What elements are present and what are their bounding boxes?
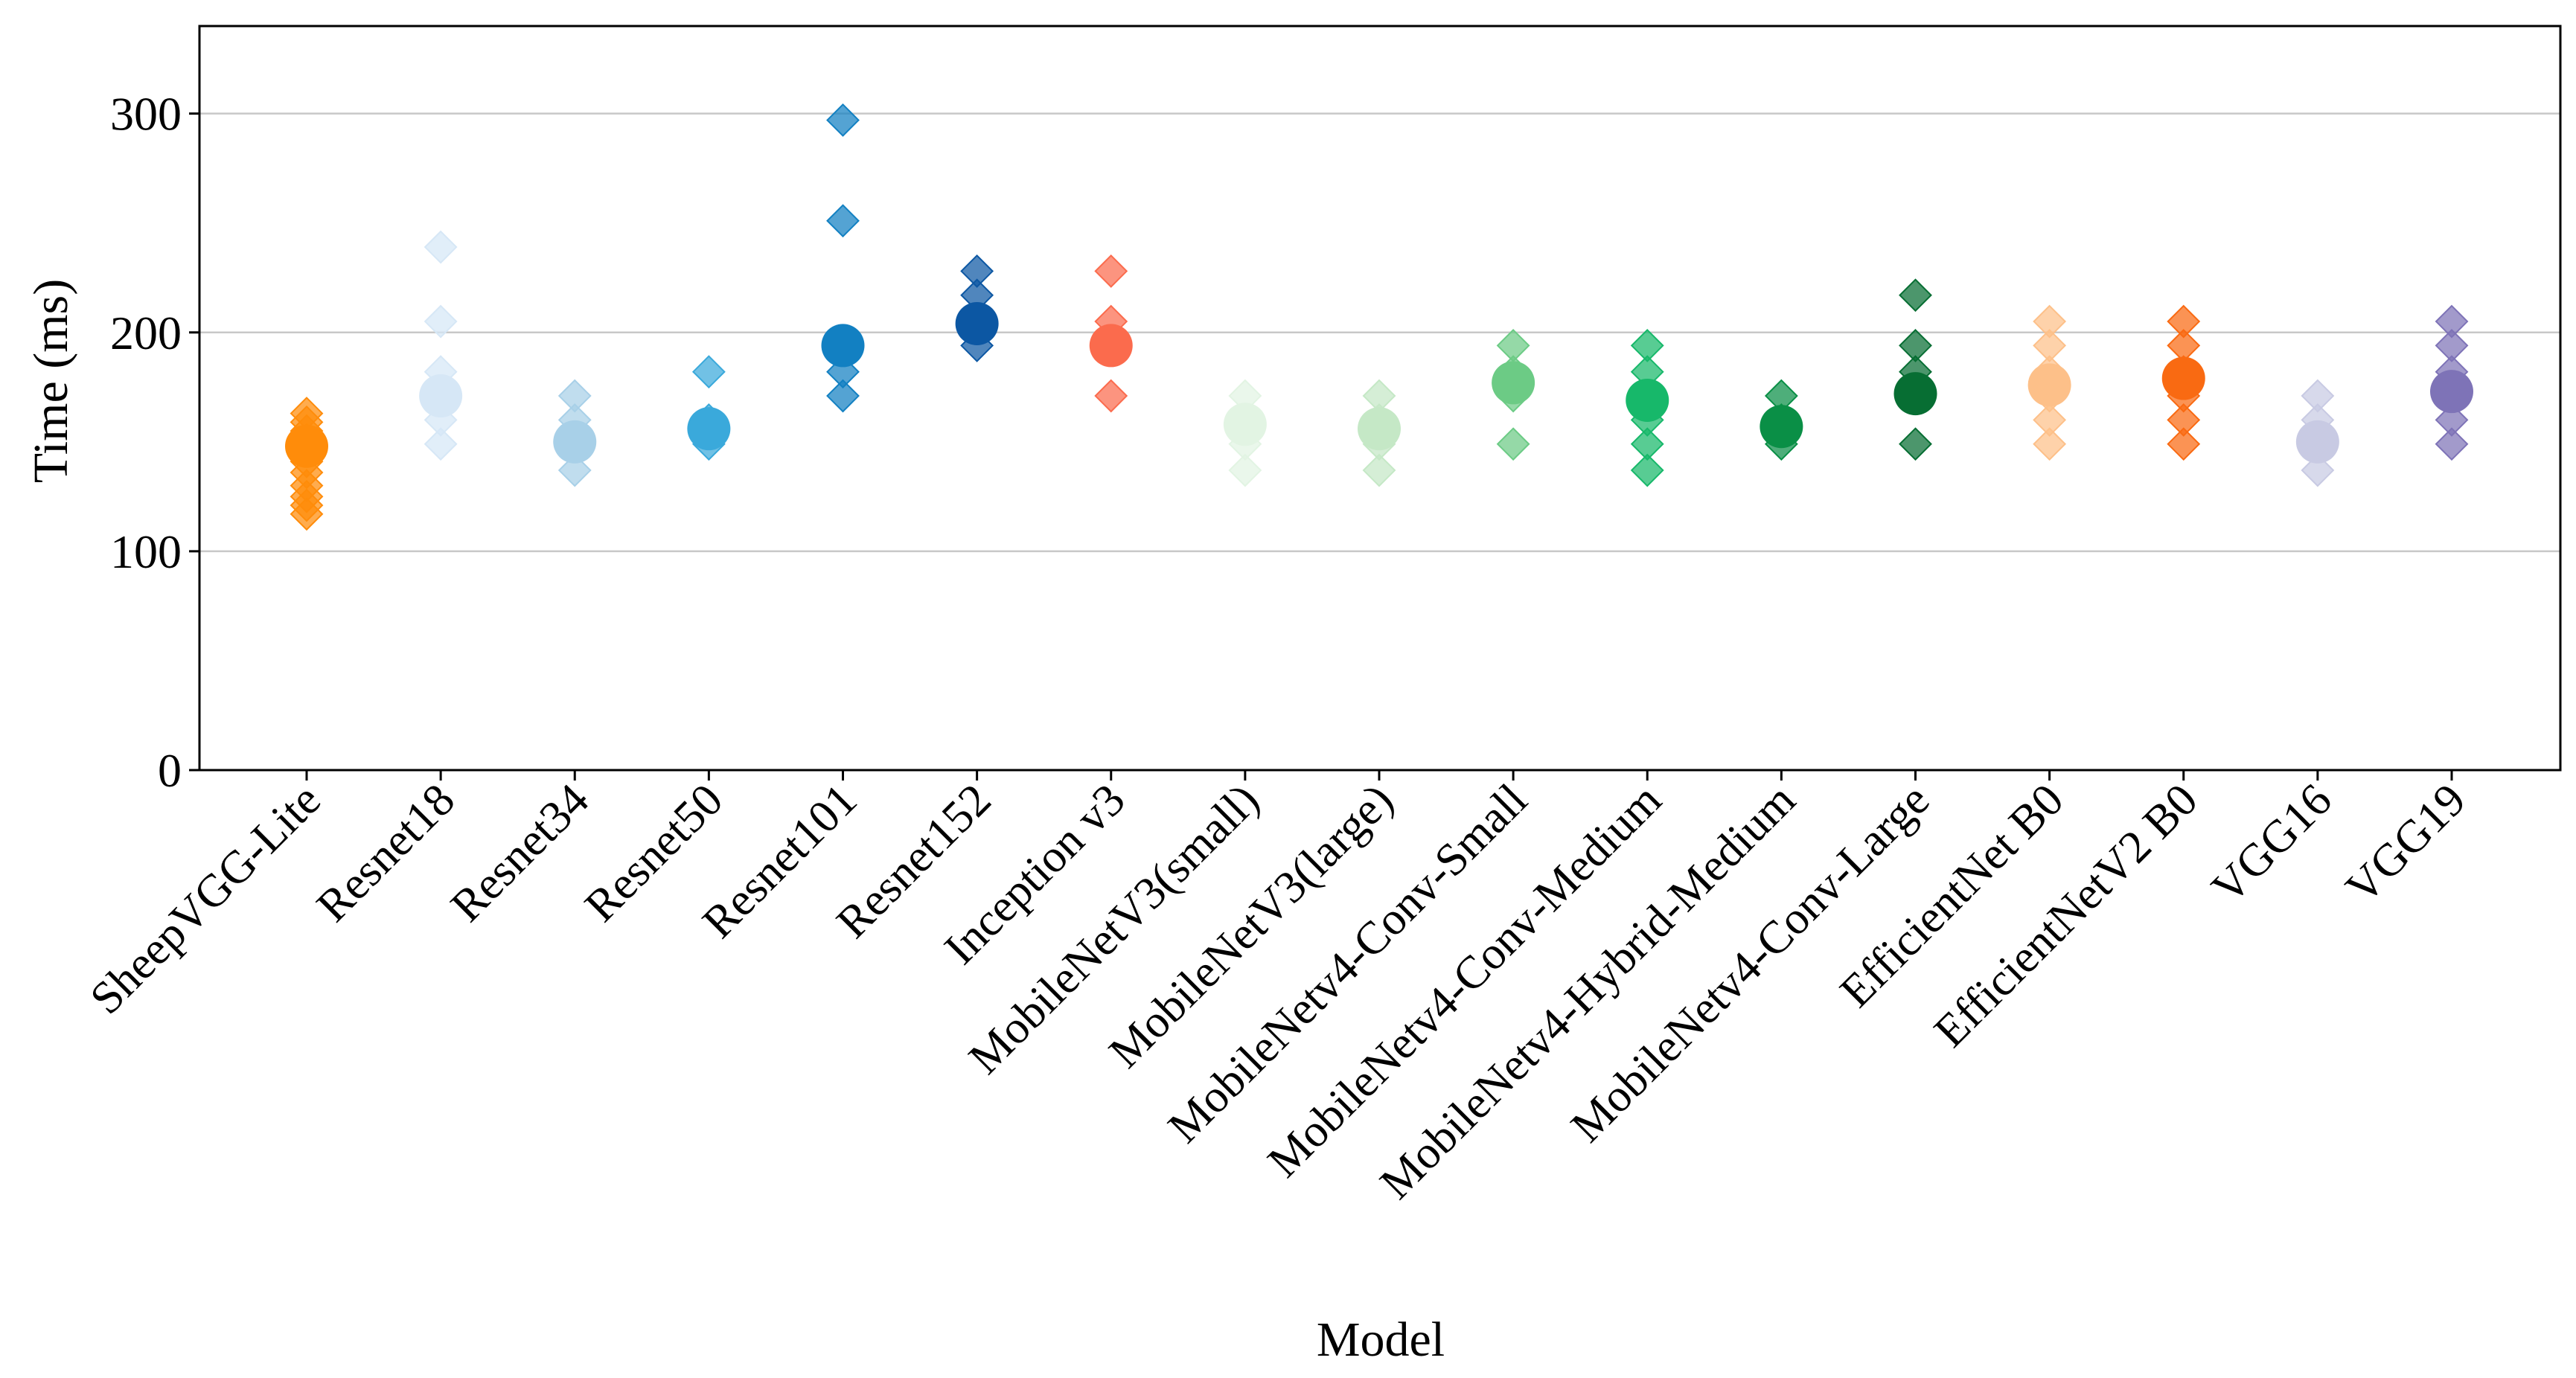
data-point: [2167, 403, 2201, 437]
mean-marker: [1089, 324, 1133, 368]
data-point: [2033, 304, 2067, 339]
y-axis-title: Time (ms): [24, 279, 78, 483]
data-point: [2167, 427, 2201, 461]
data-point: [557, 453, 592, 487]
x-axis-title: Model: [1317, 1313, 1445, 1367]
data-point: [826, 204, 860, 238]
data-point: [960, 254, 994, 288]
data-point: [2167, 304, 2201, 339]
mean-marker: [2295, 420, 2339, 464]
data-point: [826, 379, 860, 413]
data-point: [424, 304, 458, 339]
data-point: [1094, 254, 1128, 288]
data-point: [2033, 427, 2067, 461]
data-point: [1094, 379, 1128, 413]
y-tick-label: 0: [158, 744, 182, 797]
mean-marker: [1893, 372, 1937, 416]
mean-marker: [821, 324, 865, 368]
mean-marker: [2161, 356, 2205, 400]
mean-marker: [1760, 405, 1803, 449]
data-point: [2435, 304, 2469, 339]
mean-marker: [955, 302, 999, 345]
mean-marker: [2430, 370, 2473, 414]
data-point: [2435, 328, 2469, 362]
y-tick-label: 100: [110, 525, 182, 578]
data-point: [2435, 427, 2469, 461]
data-point: [424, 230, 458, 264]
data-point: [826, 103, 860, 137]
mean-marker: [1358, 407, 1401, 451]
data-point: [1630, 427, 1664, 461]
data-markers: [285, 103, 2473, 531]
data-point: [1496, 427, 1530, 461]
y-tick-label: 200: [110, 307, 182, 359]
mean-marker: [553, 420, 597, 464]
data-point: [424, 427, 458, 461]
mean-marker: [2027, 363, 2071, 407]
data-point: [691, 355, 726, 389]
y-tick-label: 300: [110, 88, 182, 141]
data-point: [2435, 403, 2469, 437]
data-point: [2033, 328, 2067, 362]
data-point: [1630, 328, 1664, 362]
mean-marker: [687, 407, 731, 451]
data-point: [1899, 278, 1932, 313]
mean-marker: [1492, 361, 1535, 405]
data-point: [1362, 453, 1396, 487]
data-point: [2301, 453, 2335, 487]
data-point: [557, 379, 592, 413]
data-point: [2301, 379, 2335, 413]
data-point: [1630, 453, 1664, 487]
mean-marker: [419, 374, 463, 418]
data-point: [1899, 328, 1932, 362]
mean-marker: [1223, 403, 1267, 446]
data-point: [2033, 403, 2067, 437]
gridlines: [199, 112, 2560, 553]
data-point: [1899, 427, 1932, 461]
mean-marker: [285, 424, 328, 468]
mean-marker: [1626, 378, 1669, 422]
data-point: [1228, 453, 1262, 487]
